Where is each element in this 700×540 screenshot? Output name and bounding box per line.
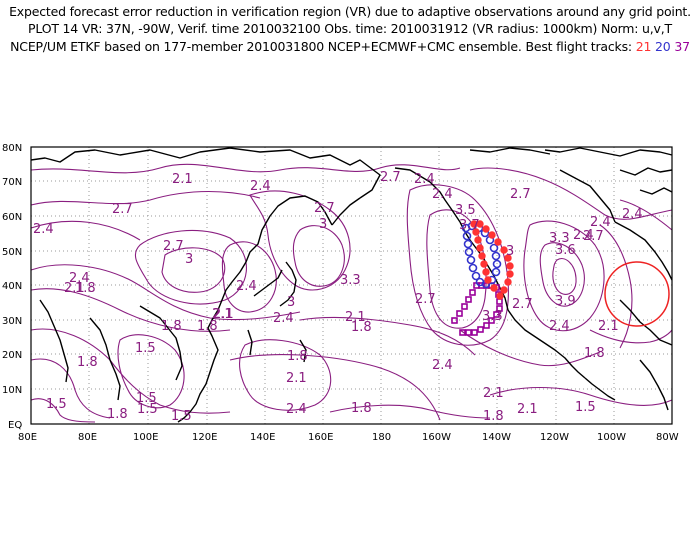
- lat-tick: EQ: [8, 420, 22, 431]
- lat-tick: 40N: [2, 281, 22, 292]
- contour-label: 3.3: [340, 273, 361, 288]
- contour-label: 2.4: [622, 207, 643, 222]
- contour-label: 2.4: [69, 271, 90, 286]
- lat-tick: 60N: [2, 212, 22, 223]
- contour-label: 2.1: [598, 319, 619, 334]
- contour-label: 2.7: [415, 292, 436, 307]
- contour-label: 2.4: [33, 222, 54, 237]
- contour-label: 2.4: [286, 402, 307, 417]
- contour-label: 1.8: [351, 320, 372, 335]
- contour-label: 1.5: [171, 409, 192, 424]
- lon-tick: 140E: [250, 432, 275, 443]
- contour-label: 2.4: [414, 172, 435, 187]
- lon-tick: 120W: [540, 432, 569, 443]
- contour-label: 1.8: [107, 407, 128, 422]
- title-line-3-text: NCEP/UM ETKF based on 177-member 2010031…: [10, 39, 632, 54]
- contour-label: 3.6: [555, 243, 576, 258]
- lon-tick: 80E: [18, 432, 37, 443]
- lon-tick: 120E: [192, 432, 217, 443]
- flight-track-21: [470, 220, 514, 300]
- contour-label: 2.1: [517, 402, 538, 417]
- lat-tick: 30N: [2, 316, 22, 327]
- lon-tick: 100W: [597, 432, 626, 443]
- contour-label: 2.1: [483, 386, 504, 401]
- contour-label: 3: [185, 252, 193, 267]
- contour-label: 3: [287, 295, 295, 310]
- lon-tick: 160E: [308, 432, 333, 443]
- contour-label: 2.7: [512, 297, 533, 312]
- contour-label: 2.7: [163, 239, 184, 254]
- contour-label: 2.7: [314, 201, 335, 216]
- contour-label: 2.7: [380, 170, 401, 185]
- contour-label: 2.1: [286, 371, 307, 386]
- contour-labels: 2.1 2.4 2.7 2.4 2.7 3 2.4 2.1 2.4 2.1 1.…: [33, 170, 643, 424]
- lon-tick: 160W: [422, 432, 451, 443]
- contour-label: 2.4: [250, 179, 271, 194]
- contour-label: 2.7: [510, 187, 531, 202]
- contour-label: 2.1: [64, 281, 85, 296]
- contour-label: 1.8: [75, 281, 96, 296]
- contour-label: 2.4: [432, 187, 453, 202]
- contour-label: 3.3: [549, 231, 570, 246]
- contour-label: 2.1: [345, 310, 366, 325]
- contour-label: 3.7: [459, 218, 480, 233]
- contour-label: 3: [319, 217, 327, 232]
- contour-label: 1.8: [483, 409, 504, 424]
- track-21-label: 21: [635, 39, 652, 54]
- title-line-2: PLOT 14 VR: 37N, -90W, Verif. time 20100…: [28, 21, 672, 36]
- title-line-3: NCEP/UM ETKF based on 177-member 2010031…: [0, 39, 700, 54]
- title-line-1: Expected forecast error reduction in ver…: [9, 4, 691, 19]
- lon-tick: 80W: [656, 432, 679, 443]
- lat-tick: 20N: [2, 350, 22, 361]
- contour-label: 2.1: [172, 172, 193, 187]
- coastlines: [30, 147, 673, 423]
- contour-label: 2.4: [273, 311, 294, 326]
- contour-label: 1.5: [135, 341, 156, 356]
- contour-label: 2.4: [236, 279, 257, 294]
- lon-tick: 80E: [78, 432, 97, 443]
- lat-tick: 80N: [2, 143, 22, 154]
- lon-tick: 100E: [133, 432, 158, 443]
- longitude-labels: 80E 80E 100E 120E 140E 160E 180 160W 140…: [18, 432, 679, 443]
- contour-label: 3.5: [455, 203, 476, 218]
- contour-label: 1.8: [197, 319, 218, 334]
- latitude-labels: 80N 70N 60N 50N 40N 30N 20N 10N EQ: [2, 143, 22, 431]
- contour-label: 2.1: [213, 307, 234, 322]
- contour-label: 3.3: [482, 309, 503, 324]
- lat-tick: 10N: [2, 385, 22, 396]
- contour-label: 2.4: [573, 228, 594, 243]
- verification-region-circle: [604, 261, 670, 327]
- lon-tick: 180: [372, 432, 391, 443]
- contour-label: 1.8: [77, 355, 98, 370]
- contour-label: 1.8: [287, 349, 308, 364]
- contour-label: 3.9: [555, 294, 576, 309]
- contour-label: 1.5: [136, 391, 157, 406]
- lat-lon-grid: [31, 147, 672, 424]
- map-frame: [30, 146, 673, 425]
- track-20-label: 20: [655, 39, 671, 54]
- contour-label: 1.5: [575, 400, 596, 415]
- contour-label: 1.8: [351, 401, 372, 416]
- contour-label: 2.7: [112, 202, 133, 217]
- lon-tick: 140W: [482, 432, 511, 443]
- contour-label: 2.4: [590, 215, 611, 230]
- contour-label: 2.4: [549, 319, 570, 334]
- lat-tick: 50N: [2, 247, 22, 258]
- contour-label: 2.1: [212, 307, 233, 322]
- contour-label: 3: [506, 244, 514, 259]
- contour-label: 1.8: [584, 346, 605, 361]
- contour-label: 1.5: [46, 397, 67, 412]
- lat-tick: 70N: [2, 177, 22, 188]
- contour-label: 2.4: [432, 358, 453, 373]
- track-37-label: 37: [674, 39, 690, 54]
- contour-label: 1.5: [137, 402, 158, 417]
- contour-label: 2.7: [583, 229, 604, 244]
- contour-label: 1.8: [161, 319, 182, 334]
